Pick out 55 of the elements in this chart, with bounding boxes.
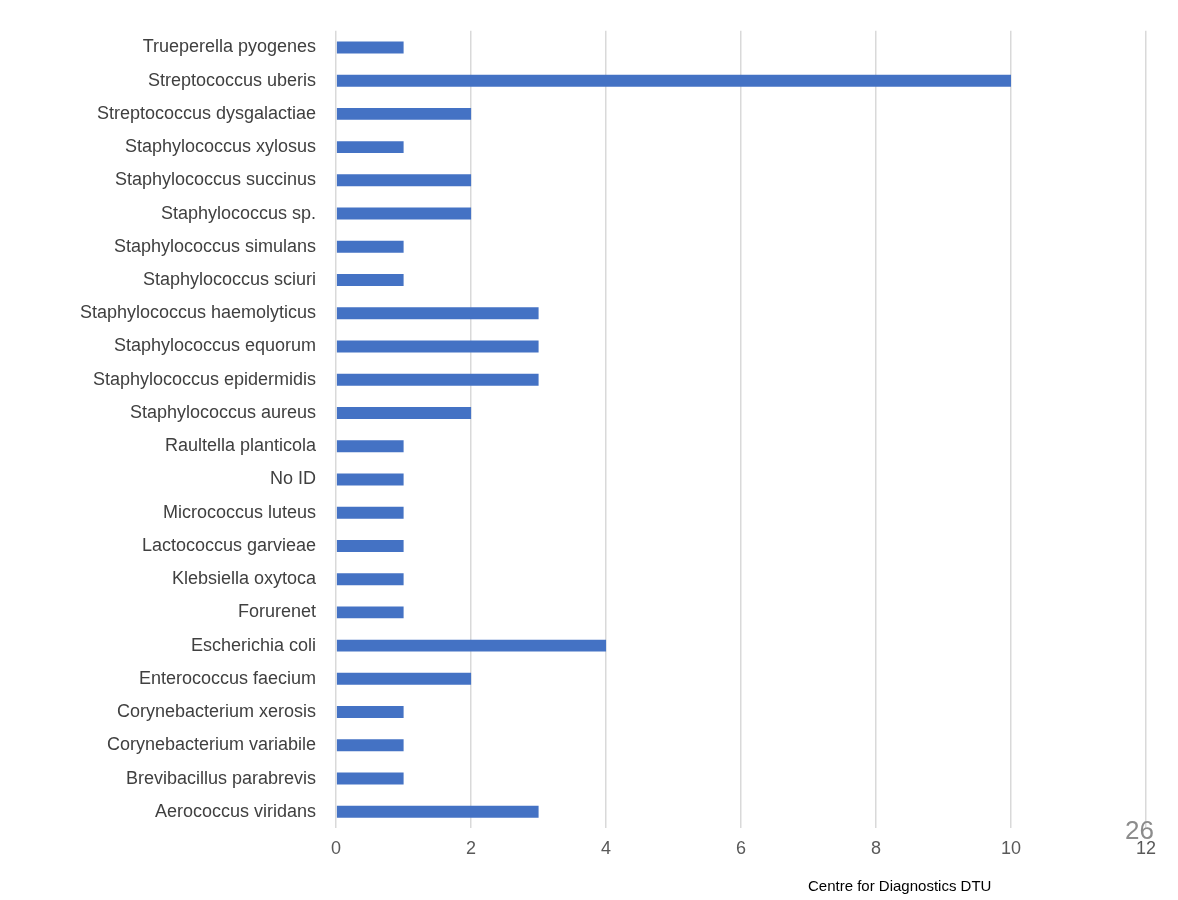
y-tick-label: Forurenet xyxy=(238,601,317,622)
x-tick-label: 10 xyxy=(1001,838,1022,859)
y-tick-label: Streptococcus dysgalactiae xyxy=(96,102,317,123)
bar xyxy=(336,174,472,187)
y-tick-label: Corynebacterium xerosis xyxy=(117,701,317,722)
bar xyxy=(336,74,1012,87)
bar xyxy=(336,473,404,486)
y-tick-label: Corynebacterium variabile xyxy=(107,734,317,755)
y-tick-label: Staphylococcus epidermidis xyxy=(92,368,317,389)
bar xyxy=(336,739,404,752)
bar xyxy=(336,340,539,353)
bar xyxy=(336,407,472,419)
y-tick-label: Brevibacillus parabrevis xyxy=(126,767,317,788)
bar xyxy=(336,805,539,818)
bar xyxy=(336,440,404,453)
x-tick-label: 6 xyxy=(736,838,747,859)
y-tick-label: Trueperella pyogenes xyxy=(142,36,317,57)
bar xyxy=(336,672,472,685)
bar xyxy=(336,41,404,54)
y-tick-label: Staphylococcus equorum xyxy=(113,335,317,356)
y-tick-label: No ID xyxy=(270,468,317,489)
bar xyxy=(336,539,404,552)
y-tick-label: Staphylococcus aureus xyxy=(130,401,317,422)
y-tick-label: Raultella planticola xyxy=(165,435,318,456)
x-tick-label: 0 xyxy=(331,838,342,859)
y-tick-label: Micrococcus luteus xyxy=(163,501,317,522)
bar xyxy=(336,772,404,785)
bar xyxy=(336,373,539,386)
bar xyxy=(336,107,472,120)
x-tick-label: 8 xyxy=(871,838,882,859)
y-tick-label: Staphylococcus succinus xyxy=(115,169,317,190)
bar xyxy=(336,207,472,220)
y-tick-label: Escherichia coli xyxy=(191,634,317,655)
bar xyxy=(336,639,607,652)
bar xyxy=(336,240,404,253)
bar xyxy=(336,307,539,320)
text: Centre for Diagnostics DTU xyxy=(808,877,992,894)
y-tick-label: Klebsiella oxytoca xyxy=(172,568,318,589)
x-tick-label: 2 xyxy=(466,838,477,859)
y-tick-label: Streptococcus uberis xyxy=(148,69,317,90)
y-tick-label: Aerococcus viridans xyxy=(155,800,317,821)
y-tick-label: Staphylococcus sp. xyxy=(161,202,317,223)
bar xyxy=(336,506,404,519)
bar xyxy=(336,274,404,287)
x-tick-label: 4 xyxy=(601,838,612,859)
y-tick-label: Staphylococcus simulans xyxy=(114,235,317,256)
y-tick-label: Lactococcus garvieae xyxy=(142,534,317,555)
y-tick-label: Enterococcus faecium xyxy=(139,667,317,688)
bar xyxy=(336,606,404,619)
bar xyxy=(336,706,404,719)
bar xyxy=(336,573,404,586)
bar xyxy=(336,141,404,154)
y-tick-label: Staphylococcus xylosus xyxy=(125,136,317,157)
y-tick-label: Staphylococcus sciuri xyxy=(143,269,317,290)
y-tick-label: Staphylococcus haemolyticus xyxy=(79,302,317,323)
